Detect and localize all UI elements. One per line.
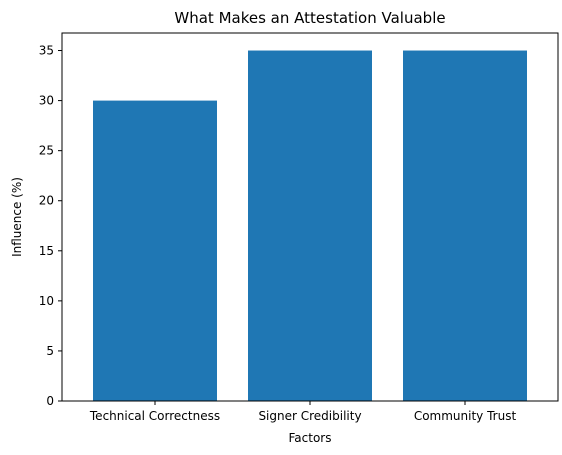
y-tick-label: 15 <box>39 244 54 258</box>
y-tick-label: 5 <box>46 344 54 358</box>
y-tick-label: 20 <box>39 194 54 208</box>
bar-technical-correctness <box>93 100 217 402</box>
x-tick-label: Community Trust <box>414 409 517 423</box>
plot-frame <box>61 32 559 402</box>
bars-group <box>93 50 527 402</box>
bar-signer-credibility <box>248 50 372 402</box>
y-tick-label: 35 <box>39 44 54 58</box>
y-tick-label: 0 <box>46 394 54 408</box>
x-axis-label: Factors <box>289 431 332 445</box>
y-tick-label: 10 <box>39 294 54 308</box>
y-axis-ticks: 0 5 10 15 20 25 30 35 <box>39 44 62 408</box>
y-tick-label: 30 <box>39 94 54 108</box>
bar-community-trust <box>403 50 527 402</box>
chart-title: What Makes an Attestation Valuable <box>174 9 445 27</box>
x-tick-label: Signer Credibility <box>258 409 361 423</box>
y-tick-label: 25 <box>39 144 54 158</box>
y-axis-label: Influence (%) <box>10 177 24 257</box>
x-tick-label: Technical Correctness <box>89 409 220 423</box>
x-axis-ticks: Technical Correctness Signer Credibility C… <box>89 401 517 423</box>
